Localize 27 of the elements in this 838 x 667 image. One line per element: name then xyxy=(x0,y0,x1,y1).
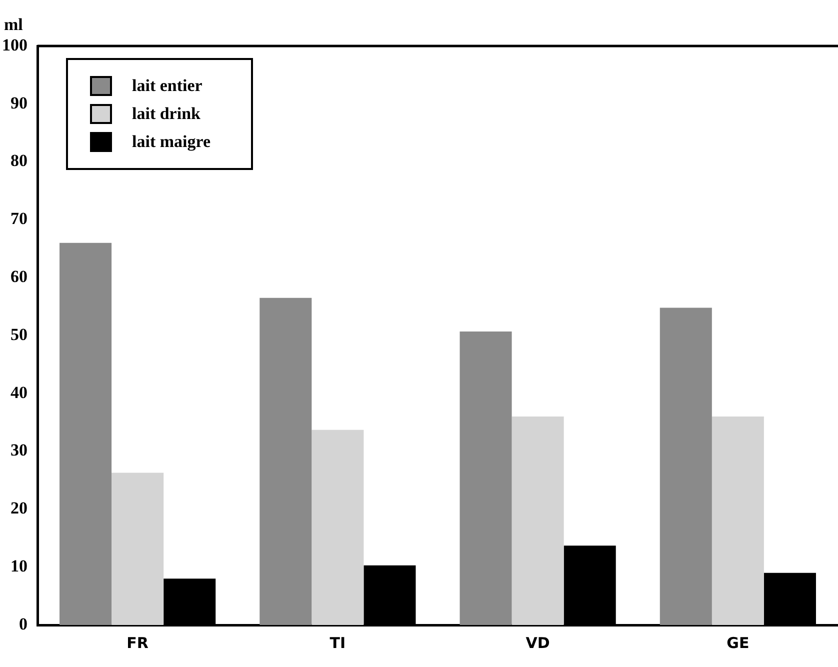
bar xyxy=(512,416,564,625)
y-tick-label: 90 xyxy=(10,93,28,112)
bar xyxy=(260,298,312,625)
y-tick-label: 20 xyxy=(10,498,28,518)
bar xyxy=(660,308,712,625)
y-tick-label: 50 xyxy=(10,324,28,344)
x-tick-label: VD xyxy=(526,634,550,652)
y-axis-title: ml xyxy=(4,14,24,34)
bar xyxy=(60,242,112,625)
y-tick-label: 70 xyxy=(10,209,28,228)
bar xyxy=(712,416,764,625)
x-tick-label: TI xyxy=(330,634,346,652)
legend-label: lait drink xyxy=(132,104,200,124)
legend-label: lait maigre xyxy=(132,132,211,152)
y-tick-label: 0 xyxy=(19,614,28,634)
bar xyxy=(460,331,512,625)
x-tick-label: FR xyxy=(126,634,149,652)
y-tick-label: 60 xyxy=(10,266,28,286)
bar xyxy=(312,430,364,625)
bar xyxy=(112,472,164,625)
y-tick-label: 10 xyxy=(10,556,28,576)
legend-label: lait entier xyxy=(132,76,202,96)
y-tick-label: 30 xyxy=(10,440,28,460)
y-tick-label: 80 xyxy=(10,151,28,170)
y-tick-label: 40 xyxy=(10,382,28,402)
x-tick-label: GE xyxy=(726,634,750,652)
y-tick-label: 100 xyxy=(2,35,28,54)
